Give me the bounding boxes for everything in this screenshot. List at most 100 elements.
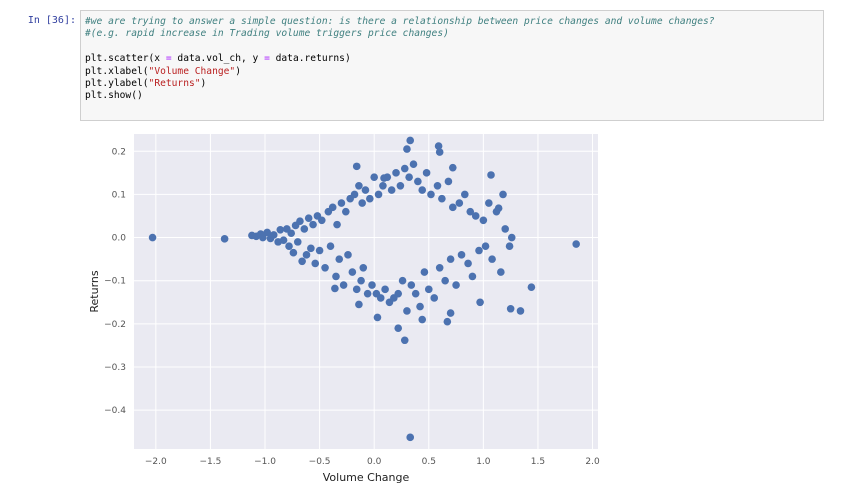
scatter-point (468, 272, 477, 281)
scatter-point (476, 298, 484, 307)
scatter-point (414, 177, 422, 186)
x-tick-label: 0.0 (367, 457, 382, 467)
scatter-point (427, 190, 435, 199)
scatter-point (471, 212, 480, 220)
x-tick-label: −0.5 (309, 457, 331, 467)
scatter-point (499, 190, 507, 199)
code-cell-input[interactable]: #we are trying to answer a simple questi… (80, 10, 824, 121)
scatter-point (326, 242, 335, 250)
scatter-point (505, 242, 514, 250)
cell-prompt: In [36]: (27, 15, 76, 26)
y-tick-label: −0.1 (104, 277, 126, 287)
x-tick-labels: −2.0 −1.5 −1.0 −0.5 0.0 0.5 1.0 1.5 2.0 (145, 457, 600, 467)
scatter-point (296, 217, 304, 225)
scatter-point (444, 177, 453, 186)
x-axis-label: Volume Change (323, 471, 410, 484)
scatter-point (446, 255, 455, 263)
scatter-point (381, 285, 389, 294)
scatter-point (443, 317, 452, 326)
scatter-point (434, 142, 443, 150)
scatter-point (479, 216, 488, 225)
grid-lines (134, 134, 598, 449)
scatter-point (289, 248, 298, 257)
scatter-point (304, 214, 313, 222)
scatter-point (572, 240, 580, 248)
scatter-point (358, 199, 366, 207)
scatter-point (455, 199, 464, 207)
scatter-point (368, 281, 376, 289)
scatter-point (309, 220, 317, 229)
scatter-point (527, 283, 536, 291)
scatter-point (394, 324, 403, 332)
scatter-point (355, 300, 363, 309)
scatter-point (328, 203, 337, 212)
scatter-point (461, 190, 469, 199)
scatter-point (352, 162, 361, 171)
scatter-point (355, 181, 363, 190)
scatter-point (293, 238, 302, 246)
scatter-point (407, 281, 416, 289)
scatter-point (335, 255, 344, 263)
scatter-point (497, 268, 505, 276)
scatter-point (501, 225, 510, 233)
scatter-point (430, 294, 439, 302)
cell-output: −2.0 −1.5 −1.0 −0.5 0.0 0.5 1.0 1.5 2.0 0.2 0.1 0.… (80, 125, 620, 495)
code-line-show: plt.show() (85, 90, 143, 102)
scatter-point (409, 160, 418, 169)
scatter-point (387, 186, 396, 194)
scatter-point (332, 272, 340, 281)
scatter-point (488, 255, 496, 263)
scatter-point (448, 203, 457, 212)
scatter-point (481, 242, 490, 250)
scatter-point (263, 228, 271, 237)
code-line-scatter: plt.scatter(x = data.vol_ch, y = data.re… (85, 53, 351, 65)
scatter-point (411, 289, 420, 298)
x-tick-label: 2.0 (585, 457, 600, 467)
scatter-point (403, 145, 411, 153)
scatter-point (357, 276, 365, 285)
scatter-point (311, 259, 320, 268)
scatter-point (466, 207, 475, 216)
scatter-point (396, 181, 405, 190)
x-tick-label: −1.0 (254, 457, 276, 467)
scatter-point (337, 199, 346, 207)
scatter-point (392, 169, 400, 177)
scatter-point (394, 289, 403, 298)
scatter-point (307, 244, 315, 253)
scatter-point (452, 281, 460, 289)
scatter-point (370, 173, 378, 181)
y-tick-label: −0.3 (104, 363, 126, 373)
x-tick-label: −1.5 (199, 457, 221, 467)
scatter-point (418, 315, 427, 324)
scatter-point (416, 302, 424, 311)
x-tick-label: 1.0 (476, 457, 491, 467)
scatter-point (506, 304, 515, 313)
scatter-point (435, 148, 444, 156)
scatter-point (220, 235, 229, 243)
y-tick-label: 0.2 (112, 147, 126, 157)
scatter-point (373, 313, 382, 322)
scatter-point (366, 194, 374, 203)
scatter-point (475, 246, 483, 255)
scatter-point (487, 171, 495, 179)
scatter-point (406, 433, 415, 442)
scatter-point (342, 207, 350, 216)
code-comment-line: #we are trying to answer a simple questi… (85, 16, 715, 27)
scatter-point (379, 181, 387, 190)
code-line-xlabel: plt.xlabel("Volume Change") (85, 65, 241, 77)
scatter-point (380, 174, 388, 182)
scatter-point (446, 309, 455, 317)
scatter-point (433, 181, 442, 190)
scatter-point (405, 173, 413, 181)
scatter-point (259, 233, 267, 242)
y-tick-label: 0.0 (112, 234, 127, 244)
y-tick-label: 0.1 (112, 190, 126, 200)
scatter-point (448, 163, 457, 172)
scatter-point (494, 204, 503, 213)
scatter-chart: −2.0 −1.5 −1.0 −0.5 0.0 0.5 1.0 1.5 2.0 0.20.10.… (88, 134, 600, 484)
code-line-ylabel: plt.ylabel("Returns") (85, 77, 207, 89)
scatter-point (376, 294, 385, 302)
scatter-point (269, 231, 278, 239)
scatter-point (359, 263, 368, 272)
scatter-point (321, 263, 329, 272)
